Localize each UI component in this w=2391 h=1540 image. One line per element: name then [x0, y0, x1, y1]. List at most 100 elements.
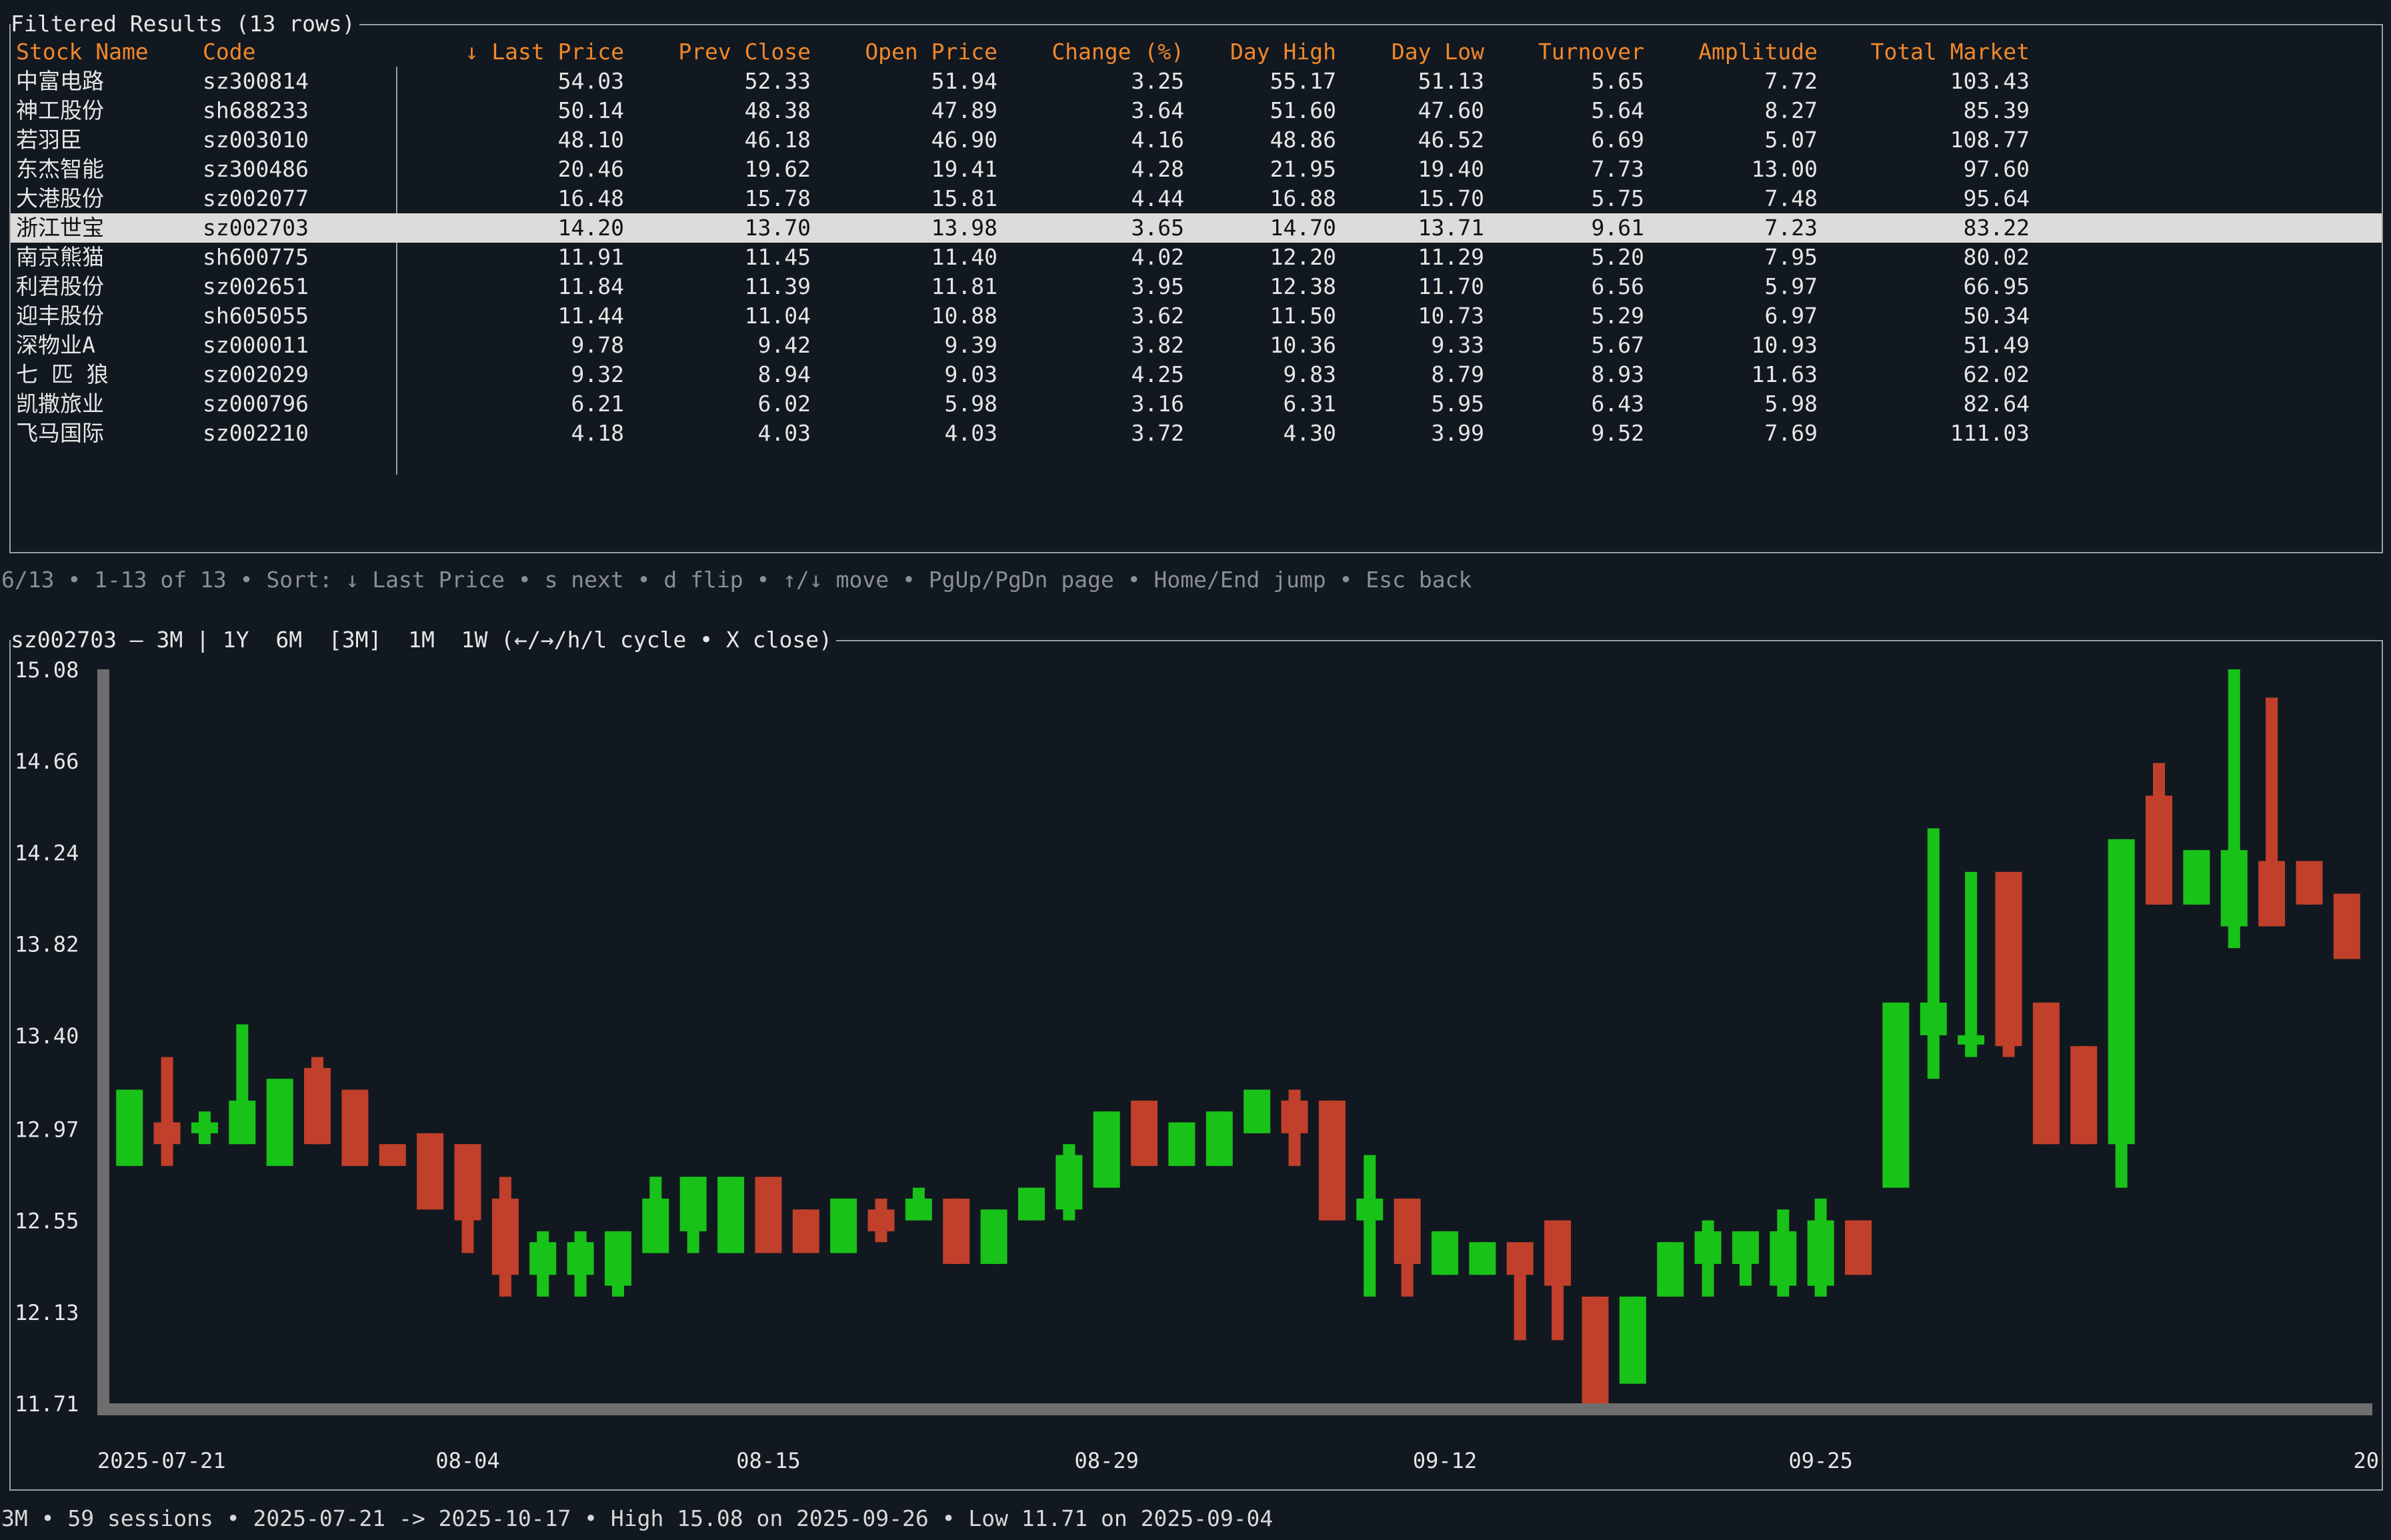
- period-6m[interactable]: 6M: [275, 627, 303, 653]
- candle: [379, 1144, 406, 1166]
- chart-title: sz002703 — 3M | 1Y 6M [3M] 1M 1W (←/→/h/…: [11, 627, 836, 653]
- table-row[interactable]: 浙江世宝 sz002703 14.20 13.70 13.98 3.65 14.70 13.7…: [11, 213, 2382, 243]
- hdr-prev-close[interactable]: Prev Close: [678, 39, 811, 65]
- cell-open-price: 11.40: [931, 244, 997, 270]
- cell-turnover: 9.52: [1591, 420, 1644, 446]
- x-tick-label: 20: [2353, 1448, 2379, 1473]
- cell-total-market: 51.49: [1963, 332, 2030, 358]
- candle: [2108, 839, 2135, 1188]
- cell-amplitude: 7.95: [1764, 244, 1818, 270]
- candle: [1882, 1002, 1910, 1188]
- candle-body: [1506, 1242, 1534, 1275]
- candle-wick: [1927, 828, 1940, 1079]
- cell-code: sz000011: [203, 332, 309, 358]
- table-row[interactable]: 迎丰股份 sh605055 11.44 11.04 10.88 3.62 11.50 10.7…: [11, 301, 2382, 331]
- x-tick-label: 08-15: [736, 1448, 800, 1473]
- hdr-change-pct[interactable]: Change (%): [1051, 39, 1184, 65]
- candle-body: [2032, 1002, 2060, 1145]
- candle: [229, 1024, 256, 1145]
- hdr-turnover[interactable]: Turnover: [1538, 39, 1644, 65]
- cell-total-market: 82.64: [1963, 391, 2030, 417]
- table-row[interactable]: 深物业A sz000011 9.78 9.42 9.39 3.82 10.36 9.33 5.6…: [11, 331, 2382, 360]
- candle: [1017, 1187, 1045, 1221]
- hdr-stock-name[interactable]: Stock Name: [16, 39, 149, 65]
- cell-total-market: 103.43: [1950, 68, 2030, 94]
- candle: [830, 1198, 857, 1253]
- table-row[interactable]: 若羽臣 sz003010 48.10 46.18 46.90 4.16 48.86 46.52…: [11, 125, 2382, 155]
- candle-body: [1657, 1242, 1684, 1297]
- candle: [1657, 1242, 1684, 1297]
- period-1y[interactable]: 1Y: [222, 627, 249, 653]
- hdr-last-price[interactable]: ↓ Last Price: [465, 39, 624, 65]
- hdr-open-price[interactable]: Open Price: [865, 39, 997, 65]
- cell-last-price: 9.78: [571, 332, 624, 358]
- candle-body: [679, 1177, 707, 1231]
- period-3m-selected[interactable]: [3M]: [328, 627, 382, 653]
- cell-amplitude: 13.00: [1751, 156, 1818, 182]
- cell-turnover: 5.29: [1591, 303, 1644, 329]
- hdr-code[interactable]: Code: [203, 39, 256, 65]
- cell-last-price: 11.84: [557, 273, 624, 299]
- cell-total-market: 80.02: [1963, 244, 2030, 270]
- candle-body: [2070, 1046, 2098, 1145]
- candle: [980, 1209, 1007, 1264]
- candle-body: [1958, 1035, 1985, 1045]
- x-tick-label: 09-12: [1413, 1448, 1477, 1473]
- cell-amplitude: 5.97: [1764, 273, 1818, 299]
- candle: [1356, 1155, 1384, 1297]
- cell-prev-close: 9.42: [757, 332, 811, 358]
- cell-last-price: 20.46: [557, 156, 624, 182]
- cell-day-low: 19.40: [1418, 156, 1484, 182]
- cell-change-pct: 3.95: [1131, 273, 1184, 299]
- candle-body: [717, 1177, 745, 1253]
- cell-amplitude: 7.23: [1764, 215, 1818, 241]
- cell-day-high: 48.86: [1270, 127, 1336, 153]
- cell-code: sh600775: [203, 244, 309, 270]
- x-tick-label: 08-29: [1075, 1448, 1139, 1473]
- candle: [1845, 1220, 1872, 1275]
- candle: [567, 1231, 594, 1297]
- cell-day-low: 5.95: [1431, 391, 1484, 417]
- table-row[interactable]: 利君股份 sz002651 11.84 11.39 11.81 3.95 12.38 11.7…: [11, 272, 2382, 301]
- table-row[interactable]: 南京熊猫 sh600775 11.91 11.45 11.40 4.02 12.20 11.2…: [11, 243, 2382, 272]
- candle-body: [379, 1144, 406, 1166]
- hdr-day-low[interactable]: Day Low: [1391, 39, 1484, 65]
- cell-open-price: 51.94: [931, 68, 997, 94]
- table-row[interactable]: 七 匹 狼 sz002029 9.32 8.94 9.03 4.25 9.83 8.79 8.9…: [11, 360, 2382, 389]
- candle-body: [491, 1198, 519, 1275]
- cell-code: sz002210: [203, 420, 309, 446]
- table-row[interactable]: 飞马国际 sz002210 4.18 4.03 4.03 3.72 4.30 3.99 9.52…: [11, 419, 2382, 448]
- candle: [454, 1144, 481, 1253]
- candle-body: [1093, 1111, 1120, 1188]
- table-row[interactable]: 东杰智能 sz300486 20.46 19.62 19.41 4.28 21.95 19.4…: [11, 155, 2382, 184]
- table-row[interactable]: 神工股份 sh688233 50.14 48.38 47.89 3.64 51.60 47.6…: [11, 96, 2382, 125]
- cell-day-low: 8.79: [1431, 361, 1484, 387]
- cell-change-pct: 4.44: [1131, 185, 1184, 211]
- cell-total-market: 50.34: [1963, 303, 2030, 329]
- period-1w[interactable]: 1W: [461, 627, 488, 653]
- period-1m[interactable]: 1M: [408, 627, 435, 653]
- candle-body: [1469, 1242, 1496, 1275]
- cell-day-high: 12.20: [1270, 244, 1336, 270]
- candle-body: [1131, 1100, 1158, 1166]
- cell-day-high: 16.88: [1270, 185, 1336, 211]
- hdr-day-high[interactable]: Day High: [1230, 39, 1336, 65]
- x-tick-label: 09-25: [1789, 1448, 1853, 1473]
- cell-day-low: 46.52: [1418, 127, 1484, 153]
- candle-body: [116, 1089, 143, 1166]
- cell-open-price: 13.98: [931, 215, 997, 241]
- cell-code: sz300486: [203, 156, 309, 182]
- table-row[interactable]: 中富电路 sz300814 54.03 52.33 51.94 3.25 55.17 51.1…: [11, 67, 2382, 96]
- status-line: 6/13 • 1-13 of 13 • Sort: ↓ Last Price •…: [1, 567, 1472, 593]
- candle-body: [1732, 1231, 1759, 1264]
- cell-change-pct: 4.16: [1131, 127, 1184, 153]
- cell-day-low: 13.71: [1418, 215, 1484, 241]
- candle-body: [1432, 1231, 1459, 1275]
- cell-change-pct: 3.16: [1131, 391, 1184, 417]
- cell-day-high: 4.30: [1283, 420, 1336, 446]
- table-row[interactable]: 大港股份 sz002077 16.48 15.78 15.81 4.44 16.88 15.7…: [11, 184, 2382, 213]
- cell-day-low: 51.13: [1418, 68, 1484, 94]
- hdr-amplitude[interactable]: Amplitude: [1698, 39, 1818, 65]
- hdr-total-market[interactable]: Total Market: [1870, 39, 2030, 65]
- table-row[interactable]: 凯撒旅业 sz000796 6.21 6.02 5.98 3.16 6.31 5.95 6.43…: [11, 389, 2382, 419]
